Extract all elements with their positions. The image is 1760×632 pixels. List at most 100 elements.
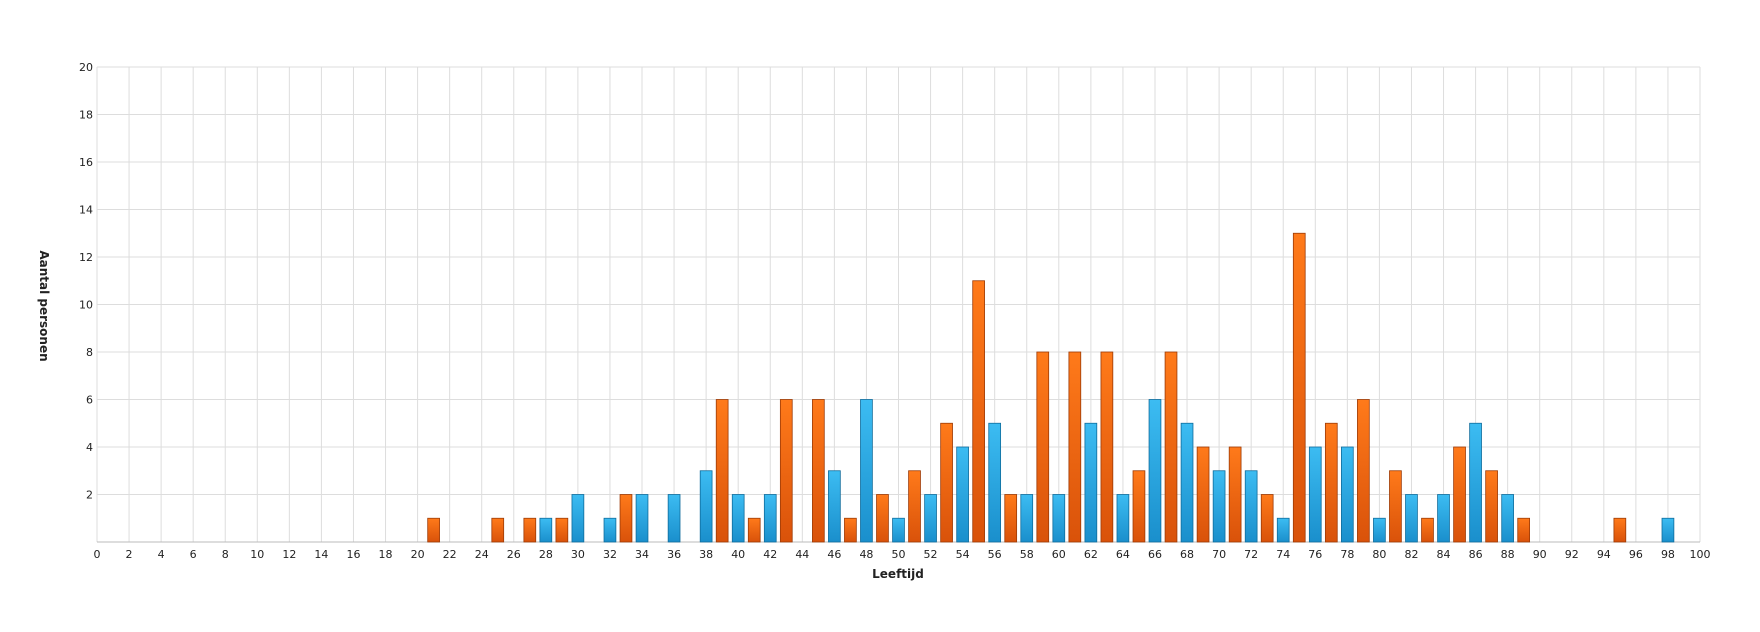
bar-series-1 <box>1132 470 1146 543</box>
bar-series-2 <box>539 517 553 543</box>
x-tick-label: 14 <box>314 548 328 561</box>
y-tick-label: 6 <box>86 394 93 407</box>
x-axis-title: Leeftijd <box>872 567 924 581</box>
bar-series-2 <box>731 494 745 543</box>
bar-series-2 <box>1244 470 1258 543</box>
bar-series-2 <box>1148 399 1162 543</box>
x-tick-label: 66 <box>1148 548 1162 561</box>
x-tick-label: 90 <box>1533 548 1547 561</box>
x-tick-label: 64 <box>1116 548 1130 561</box>
x-tick-label: 8 <box>222 548 229 561</box>
bar-series-2 <box>635 494 649 543</box>
x-tick-label: 12 <box>282 548 296 561</box>
bar-series-1 <box>1036 351 1050 543</box>
tick-labels: 0 2 4 6 8 10 12 14 16 18 20 22 24 26 28 30 32 34 36 38 40 42 4… <box>79 61 1711 561</box>
x-tick-label: 76 <box>1308 548 1322 561</box>
bar-series-1 <box>1164 351 1178 543</box>
bar-series-2 <box>892 517 905 543</box>
bar-series-1 <box>1421 517 1434 543</box>
bar-series-1 <box>972 280 985 543</box>
x-tick-label: 50 <box>892 548 906 561</box>
x-tick-label: 82 <box>1404 548 1418 561</box>
bar-series-1 <box>1517 517 1531 543</box>
bar-series-2 <box>956 446 969 543</box>
x-tick-label: 84 <box>1437 548 1451 561</box>
x-tick-label: 6 <box>190 548 197 561</box>
bar-series-1 <box>1292 232 1306 543</box>
x-tick-label: 70 <box>1212 548 1226 561</box>
bar-series-2 <box>699 470 713 543</box>
x-tick-label: 42 <box>763 548 777 561</box>
x-tick-label: 44 <box>795 548 809 561</box>
bar-series-1 <box>1453 446 1466 543</box>
bar-series-2 <box>1469 422 1482 543</box>
bar-series-2 <box>1276 517 1290 543</box>
bar-series-1 <box>1260 494 1274 543</box>
x-tick-label: 46 <box>827 548 841 561</box>
x-tick-label: 52 <box>924 548 938 561</box>
bar-series-1 <box>908 470 921 543</box>
bar-series-2 <box>1437 494 1450 543</box>
bar-series-1 <box>1100 351 1114 543</box>
bar-series-1 <box>747 517 761 543</box>
x-tick-label: 28 <box>539 548 553 561</box>
bar-series-1 <box>1485 470 1498 543</box>
bar-series-2 <box>763 494 777 543</box>
bar-series-1 <box>1068 351 1082 543</box>
x-tick-label: 86 <box>1469 548 1483 561</box>
x-tick-label: 20 <box>411 548 425 561</box>
bar-series-2 <box>1661 517 1675 543</box>
bar-series-1 <box>1389 470 1402 543</box>
x-tick-label: 98 <box>1661 548 1675 561</box>
bar-series-2 <box>828 470 841 543</box>
bar-series-2 <box>1308 446 1322 543</box>
y-tick-label: 20 <box>79 61 93 74</box>
y-axis-title: Aantal personen <box>37 250 51 361</box>
x-tick-label: 88 <box>1501 548 1515 561</box>
bar-series-1 <box>715 399 729 543</box>
x-tick-label: 74 <box>1276 548 1290 561</box>
bar-series-2 <box>988 422 1002 543</box>
x-tick-label: 58 <box>1020 548 1034 561</box>
bar-series-2 <box>667 494 681 543</box>
x-tick-label: 4 <box>158 548 165 561</box>
x-tick-label: 10 <box>250 548 264 561</box>
x-tick-label: 40 <box>731 548 745 561</box>
bar-series-1 <box>876 494 889 543</box>
bar-series-1 <box>1613 517 1627 543</box>
x-tick-label: 16 <box>346 548 360 561</box>
x-tick-label: 68 <box>1180 548 1194 561</box>
bar-series-1 <box>1196 446 1210 543</box>
bar-series-2 <box>860 399 873 543</box>
x-tick-label: 36 <box>667 548 681 561</box>
y-tick-label: 18 <box>79 109 93 122</box>
bar-series-1 <box>1228 446 1242 543</box>
bar-series-2 <box>1373 517 1386 543</box>
x-tick-label: 100 <box>1690 548 1711 561</box>
bars <box>427 232 1675 543</box>
bar-series-2 <box>924 494 937 543</box>
x-tick-label: 56 <box>988 548 1002 561</box>
x-tick-label: 48 <box>859 548 873 561</box>
y-tick-label: 4 <box>86 441 93 454</box>
bar-series-2 <box>1212 470 1226 543</box>
x-tick-label: 80 <box>1372 548 1386 561</box>
bar-series-1 <box>1357 399 1370 543</box>
x-tick-label: 32 <box>603 548 617 561</box>
x-tick-label: 38 <box>699 548 713 561</box>
bar-series-2 <box>1180 422 1194 543</box>
y-tick-label: 14 <box>79 204 93 217</box>
bar-series-2 <box>1116 494 1130 543</box>
x-tick-label: 54 <box>956 548 970 561</box>
x-tick-label: 96 <box>1629 548 1643 561</box>
bar-series-2 <box>1341 446 1354 543</box>
bar-series-2 <box>1405 494 1418 543</box>
x-tick-label: 26 <box>507 548 521 561</box>
bar-series-2 <box>1084 422 1098 543</box>
bar-series-1 <box>1004 494 1018 543</box>
y-tick-label: 12 <box>79 251 93 264</box>
bar-series-1 <box>844 517 857 543</box>
bar-series-2 <box>603 517 617 543</box>
